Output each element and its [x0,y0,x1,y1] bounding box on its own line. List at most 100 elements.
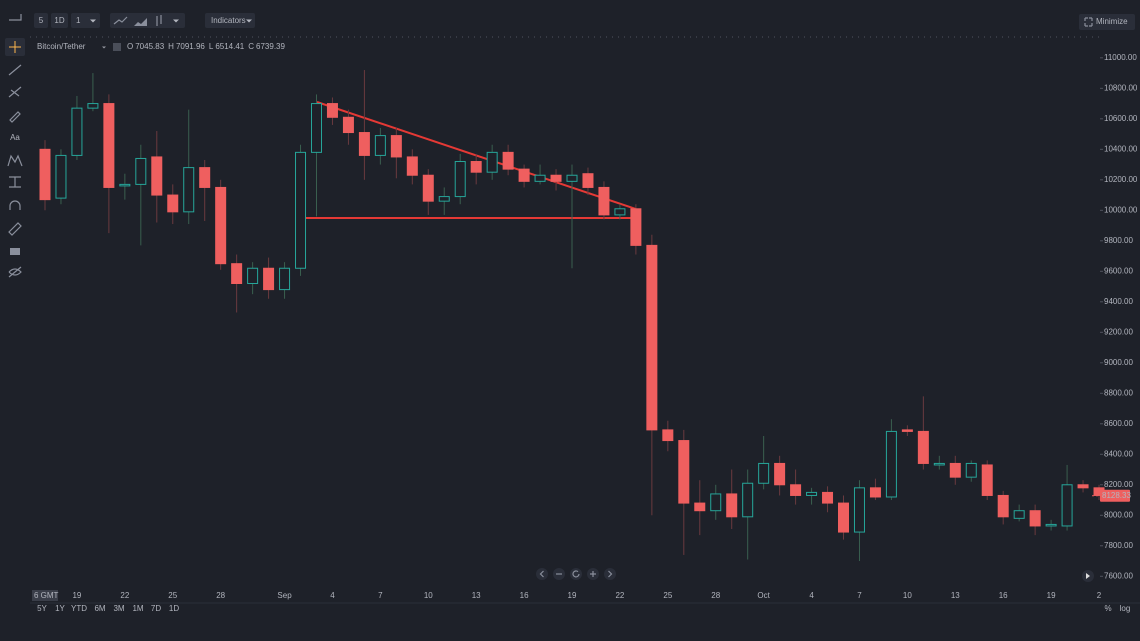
ohlc-value: 6739.39 [256,42,285,51]
x-tick-label: 2 [1097,591,1102,600]
dropdown-arrow [246,19,252,23]
candle-body [534,174,546,182]
timezone[interactable]: 6 GMT [34,591,59,600]
candle-body [598,186,610,216]
x-tick-label: 13 [472,591,481,600]
x-tick-label: 25 [168,591,177,600]
range-button[interactable]: YTD [71,604,87,613]
percent-toggle[interactable]: % [1104,604,1111,613]
candle-body [630,208,642,246]
candle-body [582,173,594,188]
fib-tool[interactable] [8,86,22,98]
candle-body [758,462,770,484]
candle-body [726,493,738,518]
y-tick-label: 7600.00 [1104,571,1133,580]
y-tick-label: 8000.00 [1104,510,1133,519]
chart-style-group[interactable] [110,13,185,28]
candle-body [326,103,338,118]
candle-body [742,482,754,518]
candle-body [678,440,690,504]
trendline-tool[interactable] [8,64,22,76]
lock-tool[interactable] [10,248,20,255]
zoom-in-icon[interactable] [590,571,596,577]
multiplier[interactable]: 1 [76,16,81,25]
indicators-button[interactable] [205,13,255,28]
candle-body [933,462,945,466]
reset[interactable] [570,568,582,580]
candle-body [917,430,929,464]
y-tick-label: 8400.00 [1104,449,1133,458]
scroll-left[interactable] [536,568,548,580]
hide-tool[interactable] [8,266,22,278]
text-tool[interactable]: Aa [10,133,20,142]
last-price-tag [1100,489,1130,502]
log-toggle[interactable]: log [1120,604,1131,613]
chart-icon[interactable] [9,14,22,21]
x-tick-label: 7 [378,591,383,600]
realtime-icon[interactable] [1086,573,1090,579]
candle-body [247,267,259,285]
ohlc-value: 7091.96 [176,42,205,51]
area-icon[interactable] [134,18,147,26]
candle-body [486,151,498,173]
multiplier-button[interactable] [71,13,100,28]
symbol[interactable]: Bitcoin/Tether [37,42,86,51]
y-tick-label: 10000.00 [1104,205,1138,214]
scroll-left-icon[interactable] [539,570,544,578]
y-tick-label: 11000.00 [1104,53,1137,62]
range-button[interactable]: 1Y [55,604,65,613]
candle-body [806,491,818,496]
y-tick-label: 8800.00 [1104,388,1133,397]
candle-body [981,464,993,496]
ohlc-value: 7045.83 [135,42,164,51]
range-button[interactable]: 1M [132,604,143,613]
interval[interactable]: 5 [39,16,44,25]
minimize-button[interactable] [1079,14,1135,30]
candle-body [1061,484,1073,527]
candle-body [295,151,307,269]
minimize-icon[interactable] [1084,17,1093,27]
candle-body [710,493,722,512]
x-tick-label: 10 [424,591,433,600]
reset-icon[interactable] [572,570,580,578]
line-icon[interactable] [113,16,128,25]
candle-body [151,156,163,196]
range-button[interactable]: 7D [151,604,161,613]
candle-body [183,167,195,213]
x-tick-label: 28 [711,591,720,600]
candle-body [614,208,626,216]
x-tick-label: 7 [857,591,862,600]
indicators[interactable]: Indicators [211,16,246,25]
candle-body [119,183,131,187]
interval-button[interactable] [34,13,48,28]
x-tick-label: 19 [1047,591,1056,600]
candle-body [87,103,99,109]
minimize[interactable]: Minimize [1096,17,1128,26]
crosshair-icon[interactable] [9,41,21,53]
measure-tool[interactable] [9,176,21,188]
x-tick-label: 4 [809,591,814,600]
range-button[interactable]: 5Y [37,604,47,613]
ruler-tool[interactable] [8,222,22,236]
timeframe-button[interactable] [51,13,68,28]
range-button[interactable]: 6M [94,604,105,613]
scroll-right-icon[interactable] [608,570,613,578]
timezone-box[interactable] [32,590,58,601]
magnet-tool[interactable] [9,200,21,210]
pattern-tool[interactable] [7,154,23,167]
range-button[interactable]: 1D [169,604,179,613]
timeframe[interactable]: 1D [54,16,64,25]
candle-body [997,494,1009,518]
range-button[interactable]: 3M [113,604,124,613]
x-tick-label: 19 [568,591,577,600]
candle-body [470,161,482,173]
candle-body [646,244,658,431]
x-tick-label: 22 [120,591,129,600]
scroll-right[interactable] [604,568,616,580]
brush-tool[interactable] [9,111,21,123]
candle-icon[interactable] [156,15,162,26]
candle-body [885,430,897,498]
candle-body [550,174,562,182]
